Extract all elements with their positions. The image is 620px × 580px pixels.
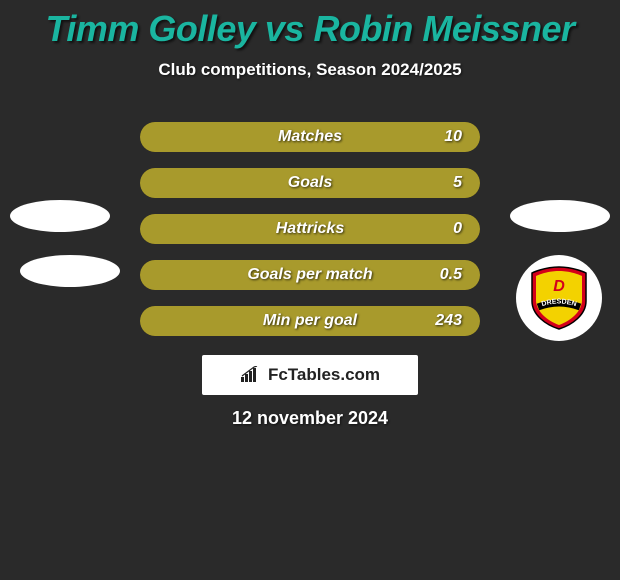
- stat-label: Matches: [140, 122, 480, 152]
- bar-chart-icon: [240, 366, 262, 384]
- stat-value-right: 5: [453, 168, 462, 198]
- svg-text:D: D: [553, 278, 565, 295]
- stat-value-right: 0: [453, 214, 462, 244]
- stat-row-goals: Goals 5: [140, 168, 480, 198]
- player2-badge-1-placeholder: [510, 200, 610, 232]
- page-title: Timm Golley vs Robin Meissner: [0, 0, 620, 50]
- attribution-box: FcTables.com: [202, 355, 418, 395]
- stat-row-matches: Matches 10: [140, 122, 480, 152]
- stat-row-goals-per-match: Goals per match 0.5: [140, 260, 480, 290]
- stat-row-min-per-goal: Min per goal 243: [140, 306, 480, 336]
- date-text: 12 november 2024: [0, 408, 620, 429]
- stat-row-hattricks: Hattricks 0: [140, 214, 480, 244]
- stat-label: Goals: [140, 168, 480, 198]
- stat-value-right: 10: [444, 122, 462, 152]
- attribution-text: FcTables.com: [268, 365, 380, 385]
- dynamo-dresden-logo-icon: D DRESDEN: [524, 263, 594, 333]
- stat-label: Hattricks: [140, 214, 480, 244]
- stats-container: Matches 10 Goals 5 Hattricks 0 Goals per…: [140, 122, 480, 352]
- player2-badge-2-club-logo: D DRESDEN: [516, 255, 602, 341]
- stat-value-right: 243: [435, 306, 462, 336]
- stat-label: Goals per match: [140, 260, 480, 290]
- subtitle: Club competitions, Season 2024/2025: [0, 60, 620, 80]
- stat-value-right: 0.5: [440, 260, 462, 290]
- player1-badge-2-placeholder: [20, 255, 120, 287]
- stat-label: Min per goal: [140, 306, 480, 336]
- player1-badge-1-placeholder: [10, 200, 110, 232]
